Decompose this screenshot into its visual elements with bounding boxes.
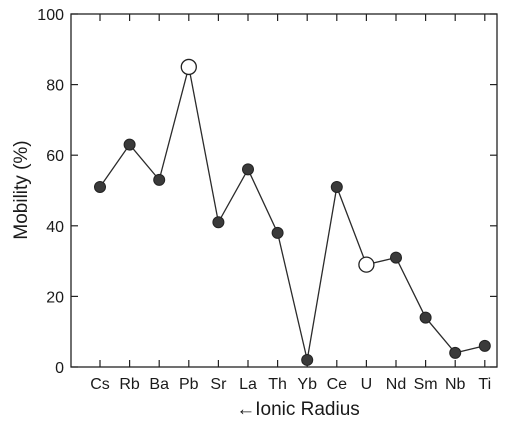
plot-frame <box>70 13 498 368</box>
x-tick-label: Rb <box>119 376 140 393</box>
x-tick-label: Th <box>268 376 287 393</box>
data-point <box>123 138 136 151</box>
x-tick-label: Sm <box>414 376 438 393</box>
x-tick-label: Cs <box>90 376 110 393</box>
y-tick-label: 80 <box>46 78 64 95</box>
x-tick-label: Ce <box>327 376 348 393</box>
x-axis-title: ←Ionic Radius <box>236 399 360 420</box>
data-point <box>390 251 402 264</box>
data-point <box>449 346 462 359</box>
data-point <box>153 173 166 186</box>
series-line <box>99 66 485 361</box>
x-tick-label: Nd <box>386 376 406 393</box>
y-tick-label: 40 <box>46 219 64 236</box>
x-tick-label: U <box>361 376 373 393</box>
x-axis: Cs Rb Ba Pb Sr La Th Yb Ce U Nd Sm Nb Ti <box>90 14 491 393</box>
data-point-open <box>180 58 197 76</box>
data-point-open <box>358 256 375 273</box>
x-tick-label: Ba <box>149 376 169 393</box>
data-point <box>242 163 254 176</box>
y-tick-label: 100 <box>37 7 64 24</box>
data-point <box>478 339 491 352</box>
x-tick-label: La <box>239 376 257 393</box>
x-tick-label: Ti <box>478 376 491 393</box>
y-axis: 0 20 40 60 80 100 <box>37 7 497 377</box>
x-tick-label: Pb <box>179 376 199 393</box>
data-point <box>301 353 314 366</box>
data-point <box>94 180 106 193</box>
y-tick-label: 0 <box>55 360 64 377</box>
data-point <box>330 180 343 193</box>
data-point <box>419 311 432 324</box>
y-tick-label: 60 <box>46 148 64 165</box>
y-axis-title: Mobility (%) <box>11 140 32 239</box>
x-tick-label: Yb <box>297 376 317 393</box>
x-tick-label: Nb <box>445 376 466 393</box>
y-tick-label: 20 <box>46 289 64 306</box>
data-point <box>212 216 225 229</box>
data-points <box>94 58 491 366</box>
data-point <box>271 226 284 239</box>
x-tick-label: Sr <box>210 376 227 393</box>
